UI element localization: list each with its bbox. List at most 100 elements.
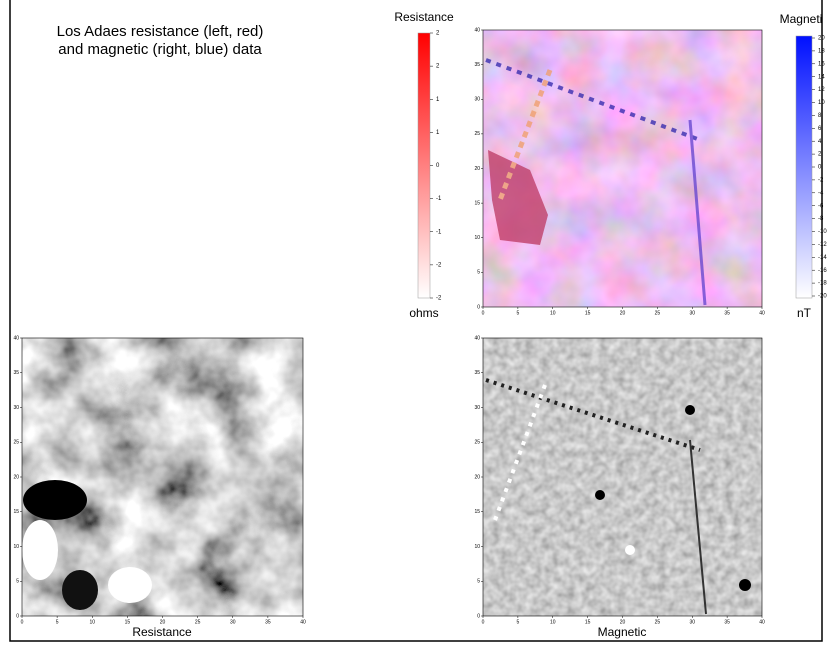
- x-tick-label: 25: [195, 619, 201, 625]
- x-tick-label: 40: [300, 619, 306, 625]
- colorbar-tick-label: 12: [818, 87, 825, 93]
- colorbar-tick-label: -16: [818, 268, 827, 274]
- y-tick-label: 40: [13, 335, 19, 341]
- y-tick-label: 0: [16, 613, 19, 619]
- colorbar-tick-label: 2: [436, 64, 440, 70]
- x-tick-label: 10: [550, 310, 556, 316]
- y-tick-label: 0: [477, 304, 480, 310]
- resistance-colorbar: [417, 32, 431, 299]
- colorbar-tick-label: -4: [818, 190, 824, 196]
- colorbar-tick-label: -2: [436, 296, 442, 302]
- x-tick-label: 20: [620, 310, 626, 316]
- y-tick-label: 30: [474, 97, 480, 103]
- resistance-map: [22, 338, 303, 616]
- colorbar-tick-label: -1: [436, 196, 442, 202]
- x-tick-label: 25: [655, 619, 661, 625]
- colorbar-tick-label: 1: [436, 130, 440, 136]
- x-tick-label: 35: [724, 619, 730, 625]
- y-tick-label: 35: [474, 62, 480, 68]
- x-tick-label: 30: [230, 619, 236, 625]
- magnetic-map: [483, 338, 762, 616]
- colorbar-tick-label: -8: [818, 216, 824, 222]
- x-tick-label: 5: [516, 310, 519, 316]
- y-tick-label: 15: [474, 509, 480, 515]
- x-tick-label: 5: [56, 619, 59, 625]
- y-tick-label: 35: [474, 370, 480, 376]
- title-line: Los Adaes resistance (left, red): [57, 23, 264, 40]
- y-tick-label: 25: [13, 440, 19, 446]
- x-tick-label: 40: [759, 619, 765, 625]
- y-tick-label: 10: [474, 235, 480, 241]
- x-tick-label: 20: [620, 619, 626, 625]
- y-tick-label: 25: [474, 440, 480, 446]
- panel-caption: Resistance: [132, 625, 192, 639]
- colorbar-tick-label: 2: [818, 152, 822, 158]
- y-tick-label: 20: [13, 474, 19, 480]
- colorbar-tick-label: -20: [818, 294, 827, 300]
- colorbar-tick-label: 16: [818, 61, 825, 67]
- colorbar-tick-label: 0: [436, 163, 440, 169]
- x-tick-label: 0: [482, 619, 485, 625]
- x-tick-label: 15: [585, 310, 591, 316]
- colorbar-tick-label: -18: [818, 281, 827, 287]
- x-tick-label: 5: [516, 619, 519, 625]
- x-tick-label: 10: [89, 619, 95, 625]
- frame: [9, 0, 823, 642]
- y-tick-label: 30: [474, 405, 480, 411]
- colorbar-label: Magnetic: [780, 12, 829, 26]
- x-tick-label: 35: [265, 619, 271, 625]
- colorbar-tick-label: 14: [818, 74, 825, 80]
- title-line: and magnetic (right, blue) data: [58, 41, 262, 58]
- y-tick-label: 30: [13, 405, 19, 411]
- y-tick-label: 0: [477, 613, 480, 619]
- x-tick-label: 40: [759, 310, 765, 316]
- colorbar-tick-label: -1: [436, 229, 442, 235]
- y-tick-label: 40: [474, 335, 480, 341]
- colorbar-tick-label: 2: [436, 31, 440, 37]
- x-tick-label: 15: [585, 619, 591, 625]
- colorbar-tick-label: -10: [818, 229, 827, 235]
- x-tick-label: 35: [724, 310, 730, 316]
- colorbar-tick-label: 10: [818, 100, 825, 106]
- x-tick-label: 10: [550, 619, 556, 625]
- x-tick-label: 0: [482, 310, 485, 316]
- x-tick-label: 20: [160, 619, 166, 625]
- y-tick-label: 20: [474, 474, 480, 480]
- colorbar-tick-label: -2: [818, 177, 824, 183]
- colorbar-tick-label: 8: [818, 113, 822, 119]
- y-tick-label: 5: [477, 270, 480, 276]
- resistance-features: [22, 480, 152, 610]
- y-tick-label: 20: [474, 166, 480, 172]
- x-tick-label: 25: [655, 310, 661, 316]
- colorbar-tick-label: 20: [818, 36, 825, 42]
- colorbar-tick-label: 1: [436, 97, 440, 103]
- y-tick-label: 40: [474, 27, 480, 33]
- colorbar-tick-label: -2: [436, 262, 442, 268]
- y-tick-label: 35: [13, 370, 19, 376]
- x-tick-label: 30: [689, 619, 695, 625]
- colorbar-label: Resistance: [394, 10, 454, 24]
- x-tick-label: 0: [21, 619, 24, 625]
- x-tick-label: 15: [125, 619, 131, 625]
- colorbar-tick-label: -6: [818, 203, 824, 209]
- magnetic-features: [485, 378, 751, 615]
- colorbar-unit: ohms: [409, 306, 438, 320]
- panel-caption: Magnetic: [598, 625, 647, 639]
- colorbar-tick-label: -14: [818, 255, 827, 261]
- x-tick-label: 30: [689, 310, 695, 316]
- magnetic-colorbar: [795, 35, 813, 299]
- y-tick-label: 15: [474, 200, 480, 206]
- y-tick-label: 25: [474, 131, 480, 137]
- colorbar-tick-label: 4: [818, 139, 822, 145]
- y-tick-label: 15: [13, 509, 19, 515]
- overlay-features: [485, 58, 707, 306]
- y-tick-label: 5: [477, 579, 480, 585]
- colorbar-tick-label: 18: [818, 48, 825, 54]
- y-tick-label: 5: [16, 579, 19, 585]
- colorbar-label-clip: Magnetic: [780, 12, 829, 26]
- y-tick-label: 10: [13, 544, 19, 550]
- y-tick-label: 10: [474, 544, 480, 550]
- colorbar-tick-label: -12: [818, 242, 827, 248]
- colorbar-tick-label: 6: [818, 126, 822, 132]
